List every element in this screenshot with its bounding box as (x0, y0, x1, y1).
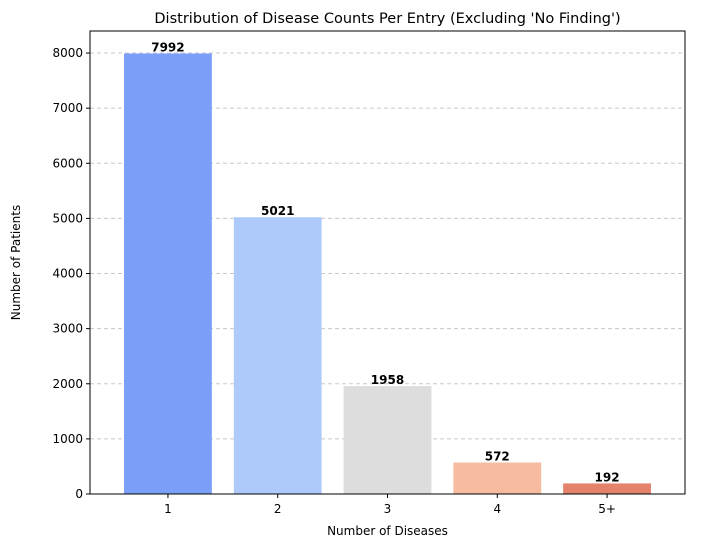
x-axis-ticks: 1 2 3 4 5+ (164, 494, 616, 516)
data-label-4: 572 (485, 449, 510, 463)
chart-title: Distribution of Disease Counts Per Entry… (154, 11, 620, 27)
y-tick-label: 1000 (52, 432, 83, 446)
y-tick-label: 4000 (52, 267, 83, 281)
y-tick-label: 8000 (52, 46, 83, 60)
y-tick-label: 3000 (52, 322, 83, 336)
data-label-5+: 192 (595, 470, 620, 484)
y-tick-label: 5000 (52, 211, 83, 225)
data-label-2: 5021 (261, 204, 294, 218)
bar-2 (233, 217, 322, 495)
bar-1 (124, 53, 212, 494)
y-tick-label: 6000 (52, 156, 83, 170)
data-labels: 7992 5021 1958 572 192 (151, 40, 619, 484)
x-tick-label: 4 (493, 502, 501, 516)
x-tick-label: 5+ (598, 502, 616, 516)
y-axis-ticks: 0 1000 2000 3000 4000 5000 6000 7000 8000 (52, 46, 90, 501)
x-axis-label: Number of Diseases (327, 524, 448, 538)
data-label-3: 1958 (371, 373, 404, 387)
y-axis-label: Number of Patients (9, 205, 23, 320)
bar-4 (453, 462, 542, 494)
data-label-1: 7992 (151, 40, 184, 54)
y-tick-label: 0 (75, 487, 83, 501)
x-tick-label: 1 (164, 502, 172, 516)
x-tick-label: 3 (384, 502, 392, 516)
x-tick-label: 2 (274, 502, 282, 516)
y-tick-label: 7000 (52, 101, 83, 115)
y-tick-label: 2000 (52, 377, 83, 391)
bar-5+ (563, 483, 651, 494)
bar-3 (343, 386, 432, 494)
bars (124, 53, 651, 495)
